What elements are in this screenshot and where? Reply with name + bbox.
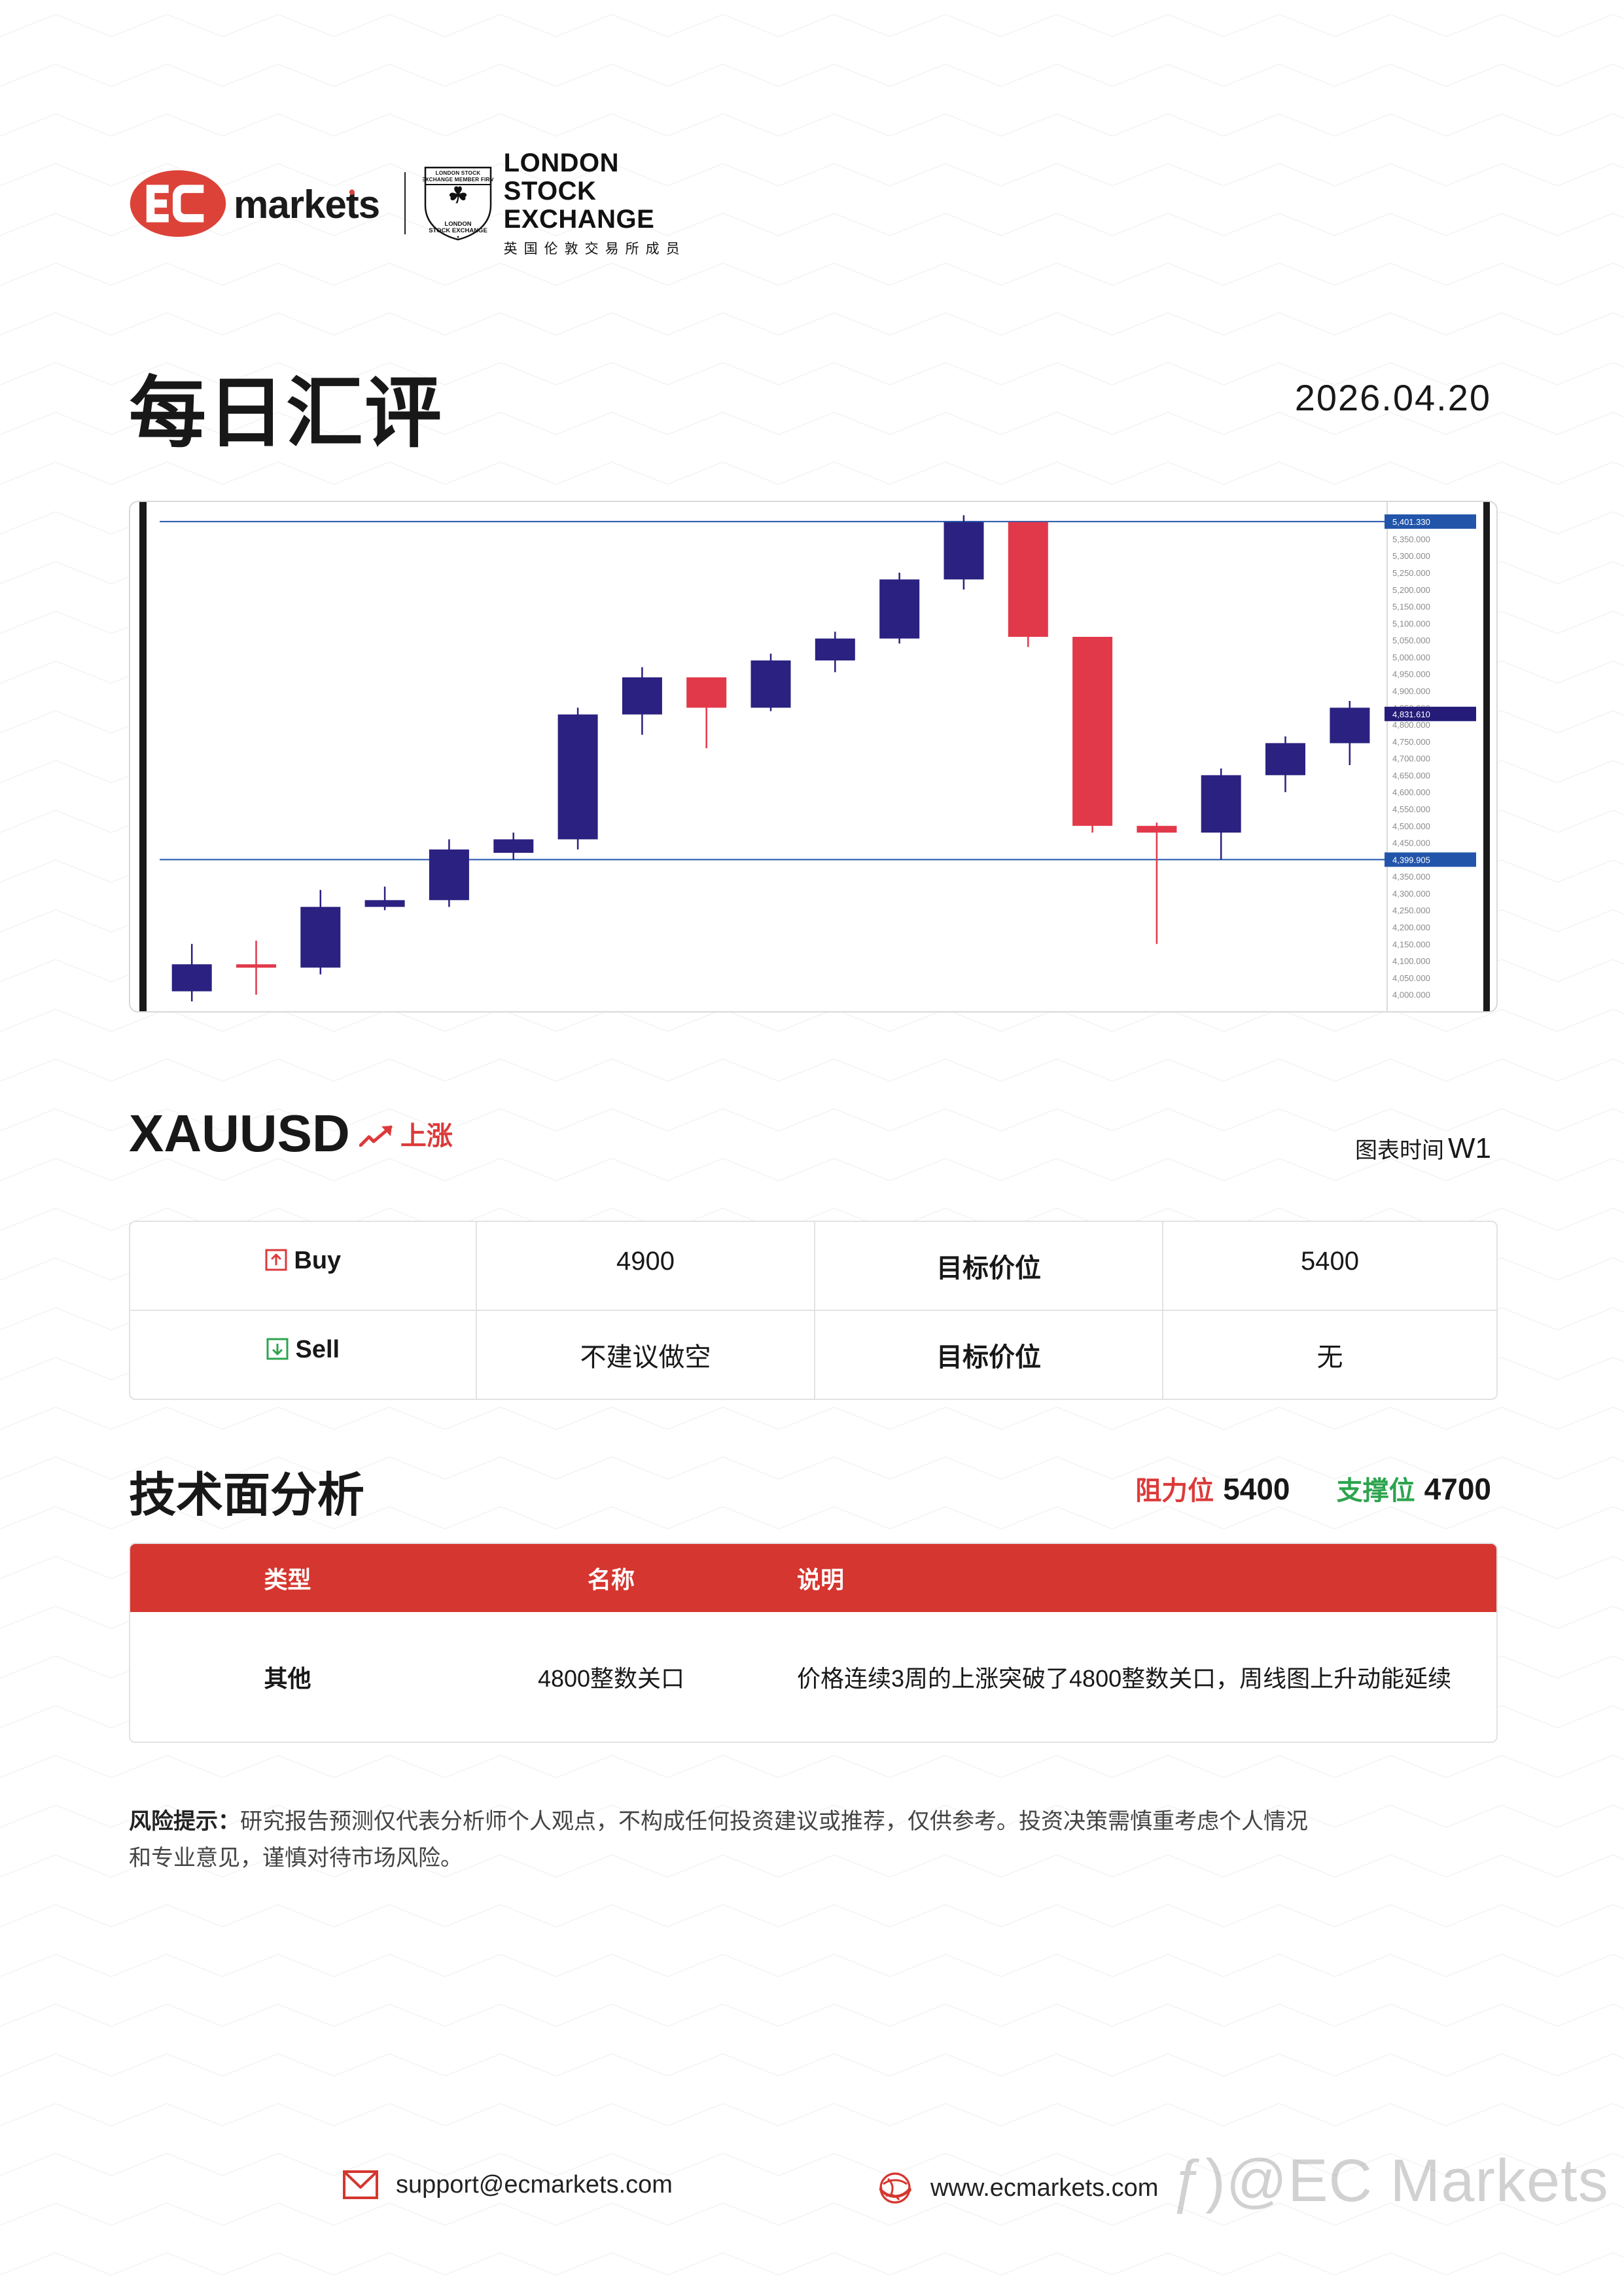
svg-text:5,000.000: 5,000.000 [1392, 653, 1430, 662]
svg-text:4,600.000: 4,600.000 [1392, 787, 1430, 797]
svg-text:4,700.000: 4,700.000 [1392, 754, 1430, 764]
svg-text:4,200.000: 4,200.000 [1392, 923, 1430, 933]
svg-text:4,650.000: 4,650.000 [1392, 770, 1430, 780]
svg-text:4,399.905: 4,399.905 [1392, 855, 1430, 865]
svg-text:5,401.330: 5,401.330 [1392, 517, 1430, 527]
svg-text:5,150.000: 5,150.000 [1392, 602, 1430, 612]
svg-text:4,900.000: 4,900.000 [1392, 687, 1430, 696]
svg-text:4,800.000: 4,800.000 [1392, 720, 1430, 730]
svg-text:4,350.000: 4,350.000 [1392, 872, 1430, 882]
svg-text:4,450.000: 4,450.000 [1392, 838, 1430, 848]
svg-text:5,050.000: 5,050.000 [1392, 636, 1430, 645]
svg-text:4,750.000: 4,750.000 [1392, 737, 1430, 747]
svg-text:4,831.610: 4,831.610 [1392, 709, 1430, 719]
svg-text:5,250.000: 5,250.000 [1392, 568, 1430, 578]
svg-text:LONDON STOCK: LONDON STOCK [435, 170, 480, 176]
svg-text:4,300.000: 4,300.000 [1392, 889, 1430, 899]
svg-text:5,200.000: 5,200.000 [1392, 585, 1430, 595]
svg-text:4,050.000: 4,050.000 [1392, 973, 1430, 983]
svg-text:4,250.000: 4,250.000 [1392, 906, 1430, 916]
svg-text:4,000.000: 4,000.000 [1392, 990, 1430, 1000]
svg-text:4,550.000: 4,550.000 [1392, 804, 1430, 814]
svg-text:STOCK EXCHANGE: STOCK EXCHANGE [429, 227, 487, 234]
svg-text:☘: ☘ [448, 184, 467, 208]
svg-text:5,100.000: 5,100.000 [1392, 619, 1430, 628]
svg-text:4,100.000: 4,100.000 [1392, 956, 1430, 966]
svg-text:4,950.000: 4,950.000 [1392, 670, 1430, 679]
svg-text:4,500.000: 4,500.000 [1392, 821, 1430, 831]
svg-text:EXCHANGE MEMBER FIRM: EXCHANGE MEMBER FIRM [423, 177, 493, 183]
svg-text:5,300.000: 5,300.000 [1392, 551, 1430, 561]
svg-text:5,350.000: 5,350.000 [1392, 534, 1430, 544]
svg-text:4,150.000: 4,150.000 [1392, 939, 1430, 949]
